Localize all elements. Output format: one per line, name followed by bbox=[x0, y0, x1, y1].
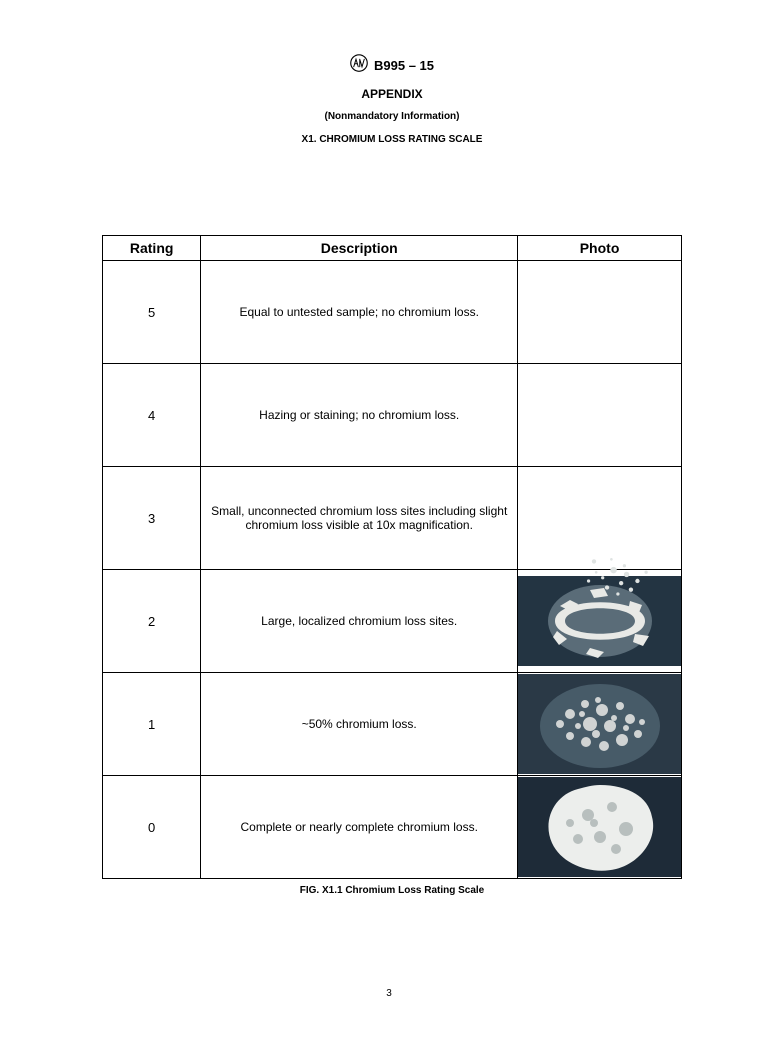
photo-cell bbox=[518, 261, 682, 364]
description-cell: Small, unconnected chromium loss sites i… bbox=[201, 467, 518, 570]
table-header-row: Rating Description Photo bbox=[103, 236, 682, 261]
description-cell: Hazing or staining; no chromium loss. bbox=[201, 364, 518, 467]
rating-cell: 5 bbox=[103, 261, 201, 364]
rating-cell: 4 bbox=[103, 364, 201, 467]
col-header-photo: Photo bbox=[518, 236, 682, 261]
photo-cell bbox=[518, 467, 682, 570]
rating-cell: 1 bbox=[103, 673, 201, 776]
sample-photo-icon bbox=[518, 777, 681, 877]
sample-photo-icon bbox=[518, 674, 681, 774]
logo-title-row: B995 – 15 bbox=[350, 54, 434, 77]
rating-cell: 3 bbox=[103, 467, 201, 570]
document-id: B995 – 15 bbox=[374, 58, 434, 73]
figure-caption: FIG. X1.1 Chromium Loss Rating Scale bbox=[96, 885, 688, 896]
rating-scale-table: Rating Description Photo 5 Equal to unte… bbox=[102, 235, 682, 879]
section-title: X1. CHROMIUM LOSS RATING SCALE bbox=[96, 134, 688, 145]
astm-logo-icon bbox=[350, 54, 368, 77]
appendix-label: APPENDIX bbox=[96, 87, 688, 101]
table-row: 1 ~50% chromium loss. bbox=[103, 673, 682, 776]
photo-cell bbox=[518, 776, 682, 879]
table-row: 4 Hazing or staining; no chromium loss. bbox=[103, 364, 682, 467]
page-number: 3 bbox=[0, 988, 778, 999]
table-row: 5 Equal to untested sample; no chromium … bbox=[103, 261, 682, 364]
col-header-rating: Rating bbox=[103, 236, 201, 261]
col-header-description: Description bbox=[201, 236, 518, 261]
document-header: B995 – 15 APPENDIX (Nonmandatory Informa… bbox=[96, 54, 688, 145]
table-row: 3 Small, unconnected chromium loss sites… bbox=[103, 467, 682, 570]
photo-cell bbox=[518, 364, 682, 467]
description-cell: Large, localized chromium loss sites. bbox=[201, 570, 518, 673]
description-cell: ~50% chromium loss. bbox=[201, 673, 518, 776]
nonmandatory-label: (Nonmandatory Information) bbox=[96, 111, 688, 122]
photo-cell bbox=[518, 673, 682, 776]
description-cell: Complete or nearly complete chromium los… bbox=[201, 776, 518, 879]
rating-cell: 2 bbox=[103, 570, 201, 673]
rating-cell: 0 bbox=[103, 776, 201, 879]
description-cell: Equal to untested sample; no chromium lo… bbox=[201, 261, 518, 364]
table-row: 0 Complete or nearly complete chromium l… bbox=[103, 776, 682, 879]
